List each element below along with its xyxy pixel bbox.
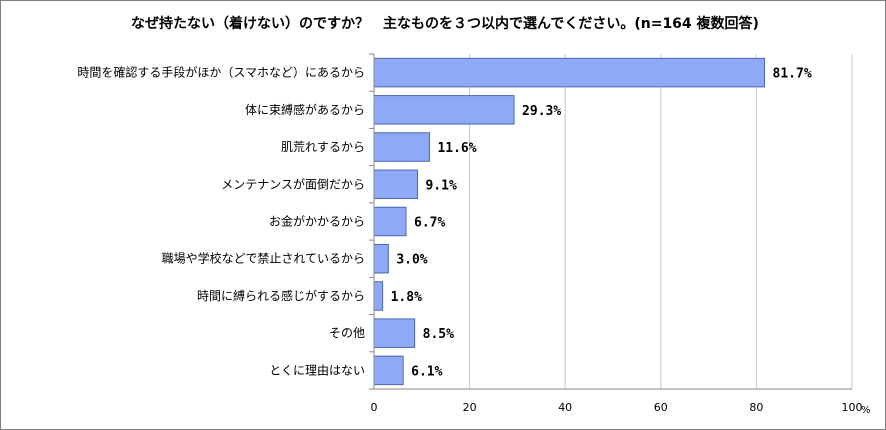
- bar: [373, 57, 766, 88]
- x-tick-label: 20: [463, 401, 477, 414]
- bar: [373, 318, 416, 348]
- category-label: 時間に縛られる感じがするから: [197, 288, 365, 303]
- value-label: 29.3%: [522, 104, 561, 119]
- category-label: メンテナンスが面倒だから: [221, 176, 365, 191]
- value-label: 1.8%: [391, 290, 422, 305]
- value-label: 6.1%: [411, 364, 442, 379]
- x-unit-label: %: [861, 405, 871, 416]
- axes: [369, 53, 852, 390]
- category-label: その他: [329, 326, 365, 340]
- x-tick-label: 100: [842, 401, 863, 414]
- chart-title: なぜ持たない（着けない）のですか？ 主なものを３つ以内で選んでください。(n=1…: [131, 15, 759, 32]
- grid-lines: [469, 54, 853, 389]
- category-label: 体に束縛感があるから: [245, 102, 365, 117]
- bar: [373, 281, 384, 311]
- value-label: 6.7%: [414, 216, 445, 231]
- category-label: 職場や学校などで禁止されているから: [162, 251, 365, 266]
- bar: [373, 132, 430, 162]
- value-label: 9.1%: [425, 178, 456, 193]
- x-tick-label: 60: [654, 401, 668, 414]
- bar: [373, 243, 389, 274]
- bar: [373, 206, 407, 237]
- x-tick-label: 0: [371, 401, 378, 414]
- bar: [373, 95, 515, 125]
- category-label: 肌荒れするから: [281, 140, 365, 154]
- x-tick-label: 80: [749, 401, 763, 414]
- x-tick-label: 40: [558, 401, 572, 414]
- value-label: 3.0%: [396, 253, 427, 268]
- bar: [373, 355, 404, 386]
- value-label: 81.7%: [773, 67, 812, 82]
- value-label: 11.6%: [437, 141, 476, 156]
- bar: [373, 169, 418, 200]
- labels: 0 20 40 60 80 100% 時間を確認する手段がほか（スマホなど）にあるから 81.…: [77, 65, 870, 416]
- category-label: とくに理由はない: [269, 363, 365, 377]
- category-label: お金がかかるから: [269, 214, 365, 229]
- category-label: 時間を確認する手段がほか（スマホなど）にあるから: [77, 65, 365, 80]
- value-label: 8.5%: [423, 327, 454, 342]
